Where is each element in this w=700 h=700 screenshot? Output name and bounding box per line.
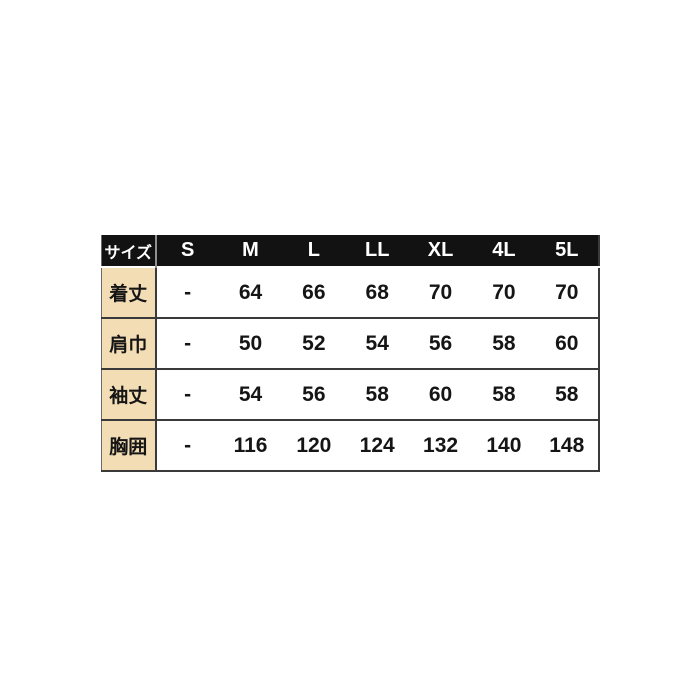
value-cell: 68 — [345, 267, 409, 318]
value-cell: 70 — [535, 267, 599, 318]
value-cell: - — [155, 420, 219, 471]
table-row-sleeve-length: 袖丈 - 54 56 58 60 58 58 — [101, 369, 599, 420]
value-cell: - — [155, 369, 219, 420]
header-cell-l: L — [282, 235, 346, 267]
value-cell: 60 — [408, 369, 473, 420]
row-label-sleeve-length: 袖丈 — [101, 369, 157, 420]
header-cell-size-label: サイズ — [101, 235, 157, 267]
header-cell-m: M — [218, 235, 283, 267]
value-cell: 58 — [345, 369, 409, 420]
value-cell: 120 — [282, 420, 346, 471]
row-label-chest: 胸囲 — [101, 420, 157, 471]
value-cell: 132 — [408, 420, 473, 471]
value-cell: - — [155, 267, 219, 318]
header-row: サイズ S M L LL XL 4L 5L — [101, 235, 599, 267]
size-chart-table: サイズ S M L LL XL 4L 5L 着丈 - 64 66 68 70 7… — [101, 235, 600, 472]
value-cell: 50 — [218, 318, 283, 369]
value-cell: - — [155, 318, 219, 369]
value-cell: 52 — [282, 318, 346, 369]
row-label-body-length: 着丈 — [101, 267, 157, 318]
row-label-shoulder-width: 肩巾 — [101, 318, 157, 369]
value-cell: 56 — [282, 369, 346, 420]
value-cell: 124 — [345, 420, 409, 471]
value-cell: 54 — [218, 369, 283, 420]
value-cell: 140 — [472, 420, 536, 471]
value-cell: 70 — [472, 267, 536, 318]
value-cell: 70 — [408, 267, 473, 318]
table-row-shoulder-width: 肩巾 - 50 52 54 56 58 60 — [101, 318, 599, 369]
value-cell: 58 — [535, 369, 599, 420]
value-cell: 60 — [535, 318, 599, 369]
value-cell: 56 — [408, 318, 473, 369]
header-cell-ll: LL — [345, 235, 409, 267]
header-cell-4l: 4L — [472, 235, 536, 267]
value-cell: 116 — [218, 420, 283, 471]
table-row-body-length: 着丈 - 64 66 68 70 70 70 — [101, 267, 599, 318]
value-cell: 58 — [472, 318, 536, 369]
value-cell: 58 — [472, 369, 536, 420]
header-cell-xl: XL — [408, 235, 473, 267]
value-cell: 66 — [282, 267, 346, 318]
table-row-chest: 胸囲 - 116 120 124 132 140 148 — [101, 420, 599, 471]
header-cell-s: S — [155, 235, 219, 267]
value-cell: 64 — [218, 267, 283, 318]
value-cell: 148 — [535, 420, 599, 471]
header-cell-5l: 5L — [535, 235, 599, 267]
value-cell: 54 — [345, 318, 409, 369]
